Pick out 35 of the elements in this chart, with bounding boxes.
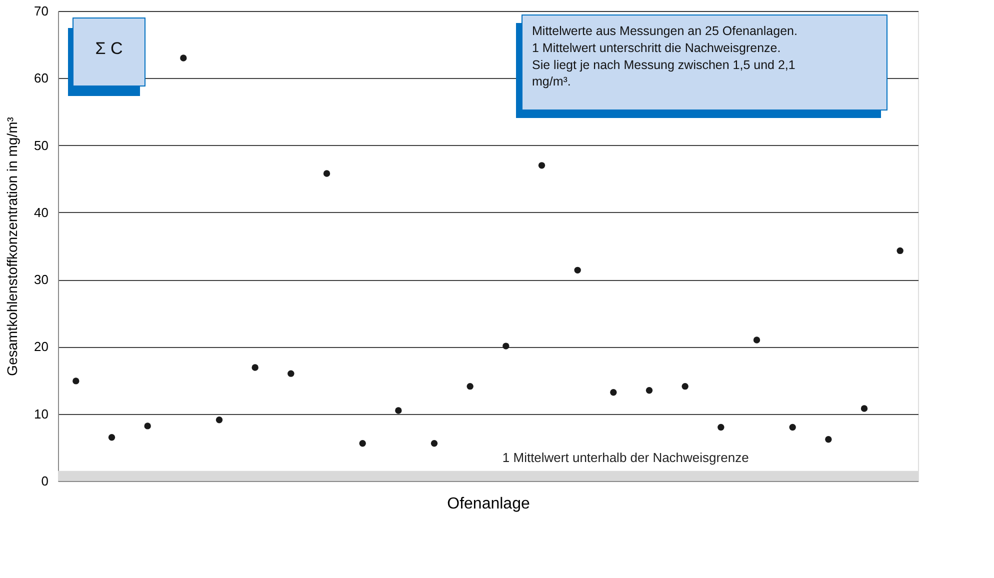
y-tick-label: 70 xyxy=(34,4,48,18)
point xyxy=(825,436,832,443)
point xyxy=(574,266,581,274)
point xyxy=(359,440,366,447)
point xyxy=(896,247,904,254)
point xyxy=(72,378,80,384)
y-tick-label: 30 xyxy=(34,272,48,288)
y-axis-title: Gesamtkohlenstoffkonzentration in mg/m³ xyxy=(4,116,20,376)
x-axis-title: Ofenanlage xyxy=(447,496,530,512)
point xyxy=(288,370,294,377)
y-tick-label: 50 xyxy=(34,138,48,153)
y-tick-label: 20 xyxy=(34,339,48,354)
point xyxy=(466,382,474,390)
y-tick-label: 40 xyxy=(34,204,48,220)
point xyxy=(646,387,653,394)
y-tick-label: 10 xyxy=(34,406,48,422)
point xyxy=(860,405,868,412)
point xyxy=(144,422,151,430)
band-label: 1 Mittelwert unterhalb der Nachweisgrenze xyxy=(502,450,749,465)
point xyxy=(502,342,510,350)
point xyxy=(430,440,438,447)
point xyxy=(682,382,688,390)
point xyxy=(216,416,223,424)
y-tick-label: 0 xyxy=(41,474,48,488)
point xyxy=(610,389,617,396)
point xyxy=(108,434,116,441)
point xyxy=(538,162,546,169)
point xyxy=(753,336,760,344)
point xyxy=(395,407,402,414)
point xyxy=(718,424,724,431)
y-tick-label: 60 xyxy=(34,70,48,86)
point xyxy=(789,424,796,431)
point xyxy=(323,170,330,177)
point xyxy=(252,364,258,371)
point xyxy=(180,54,187,62)
